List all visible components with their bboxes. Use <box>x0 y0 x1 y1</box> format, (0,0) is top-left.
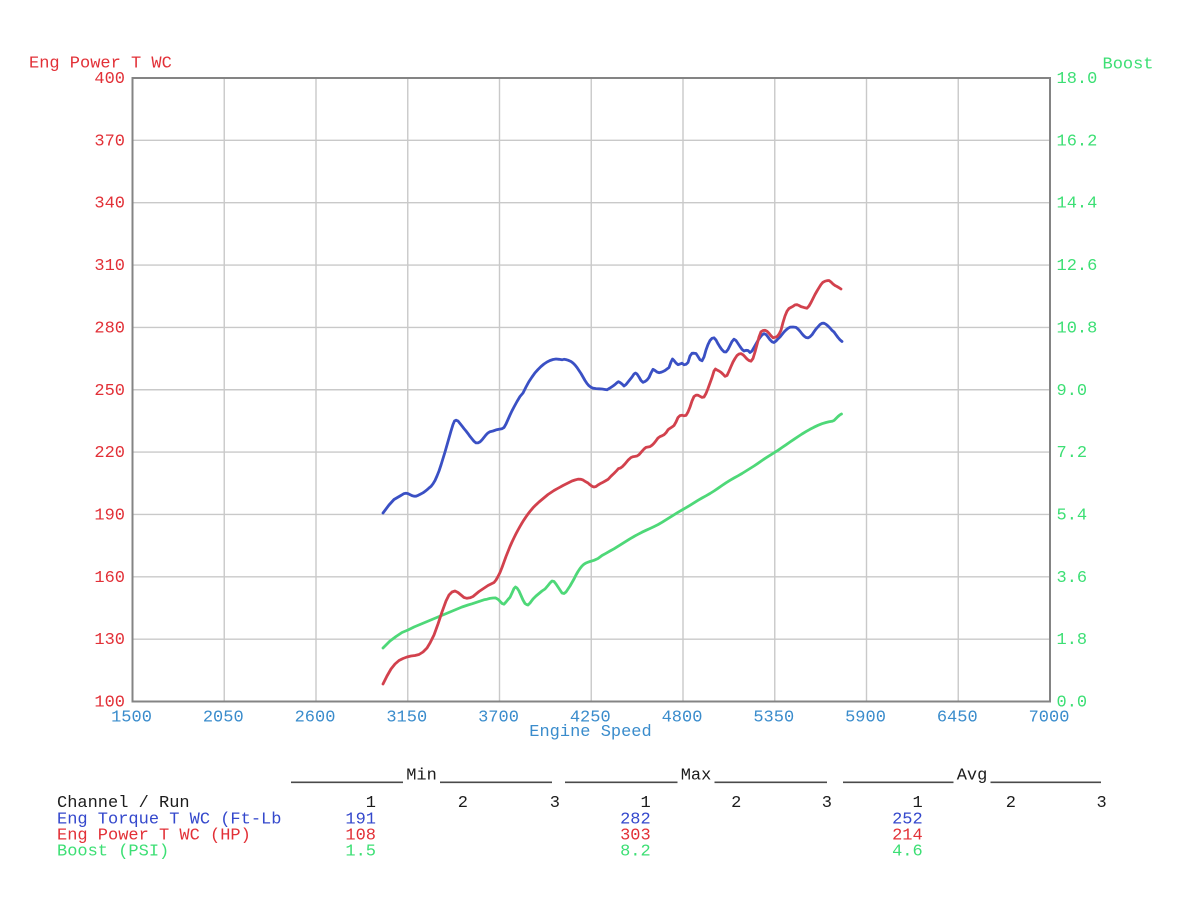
svg-text:108: 108 <box>345 827 376 846</box>
svg-text:190: 190 <box>94 506 125 525</box>
svg-text:214: 214 <box>892 827 923 846</box>
svg-text:14.4: 14.4 <box>1057 195 1098 214</box>
svg-text:Eng Power T WC (HP): Eng Power T WC (HP) <box>57 827 251 846</box>
svg-text:3150: 3150 <box>386 709 427 728</box>
svg-text:18.0: 18.0 <box>1057 70 1098 89</box>
svg-text:1: 1 <box>912 794 922 813</box>
svg-text:3: 3 <box>1096 794 1106 813</box>
svg-text:Engine Speed: Engine Speed <box>529 723 651 742</box>
svg-text:6450: 6450 <box>937 709 978 728</box>
svg-text:2: 2 <box>1006 794 1016 813</box>
svg-text:Channel / Run: Channel / Run <box>57 794 190 813</box>
svg-text:130: 130 <box>94 631 125 650</box>
svg-text:2600: 2600 <box>295 709 336 728</box>
svg-text:Eng Power T WC: Eng Power T WC <box>29 55 172 74</box>
svg-text:5.4: 5.4 <box>1057 506 1088 525</box>
svg-text:4.6: 4.6 <box>892 843 923 862</box>
svg-text:0.0: 0.0 <box>1057 694 1088 713</box>
svg-text:5900: 5900 <box>845 709 886 728</box>
svg-text:9.0: 9.0 <box>1057 382 1088 401</box>
svg-text:1500: 1500 <box>111 709 152 728</box>
svg-text:Min: Min <box>406 767 437 786</box>
svg-text:3700: 3700 <box>478 709 519 728</box>
svg-text:1.8: 1.8 <box>1057 631 1088 650</box>
svg-text:7.2: 7.2 <box>1057 444 1088 463</box>
svg-text:340: 340 <box>94 195 125 214</box>
svg-text:282: 282 <box>620 811 651 830</box>
svg-text:160: 160 <box>94 569 125 588</box>
svg-text:12.6: 12.6 <box>1057 257 1098 276</box>
svg-text:2: 2 <box>458 794 468 813</box>
svg-text:10.8: 10.8 <box>1057 319 1098 338</box>
svg-text:1: 1 <box>366 794 376 813</box>
svg-text:3.6: 3.6 <box>1057 569 1088 588</box>
svg-text:7000: 7000 <box>1029 709 1070 728</box>
svg-text:Avg: Avg <box>957 767 988 786</box>
svg-text:16.2: 16.2 <box>1057 132 1098 151</box>
svg-text:400: 400 <box>94 70 125 89</box>
svg-text:252: 252 <box>892 811 923 830</box>
svg-text:310: 310 <box>94 257 125 276</box>
svg-text:220: 220 <box>94 444 125 463</box>
svg-text:370: 370 <box>94 132 125 151</box>
svg-text:1: 1 <box>640 794 650 813</box>
svg-text:250: 250 <box>94 382 125 401</box>
svg-text:303: 303 <box>620 827 651 846</box>
svg-text:5350: 5350 <box>753 709 794 728</box>
svg-text:1.5: 1.5 <box>345 843 376 862</box>
svg-text:Eng Torque T WC (Ft-Lb: Eng Torque T WC (Ft-Lb <box>57 811 281 830</box>
svg-text:2050: 2050 <box>203 709 244 728</box>
svg-text:191: 191 <box>345 811 376 830</box>
svg-text:Boost (PSI): Boost (PSI) <box>57 843 169 862</box>
svg-text:8.2: 8.2 <box>620 843 651 862</box>
svg-text:Max: Max <box>681 767 712 786</box>
svg-text:4250: 4250 <box>570 709 611 728</box>
svg-text:2: 2 <box>731 794 741 813</box>
svg-text:3: 3 <box>822 794 832 813</box>
svg-text:4800: 4800 <box>662 709 703 728</box>
svg-text:3: 3 <box>550 794 560 813</box>
svg-text:280: 280 <box>94 319 125 338</box>
svg-text:100: 100 <box>94 694 125 713</box>
svg-text:Boost: Boost <box>1103 55 1154 74</box>
